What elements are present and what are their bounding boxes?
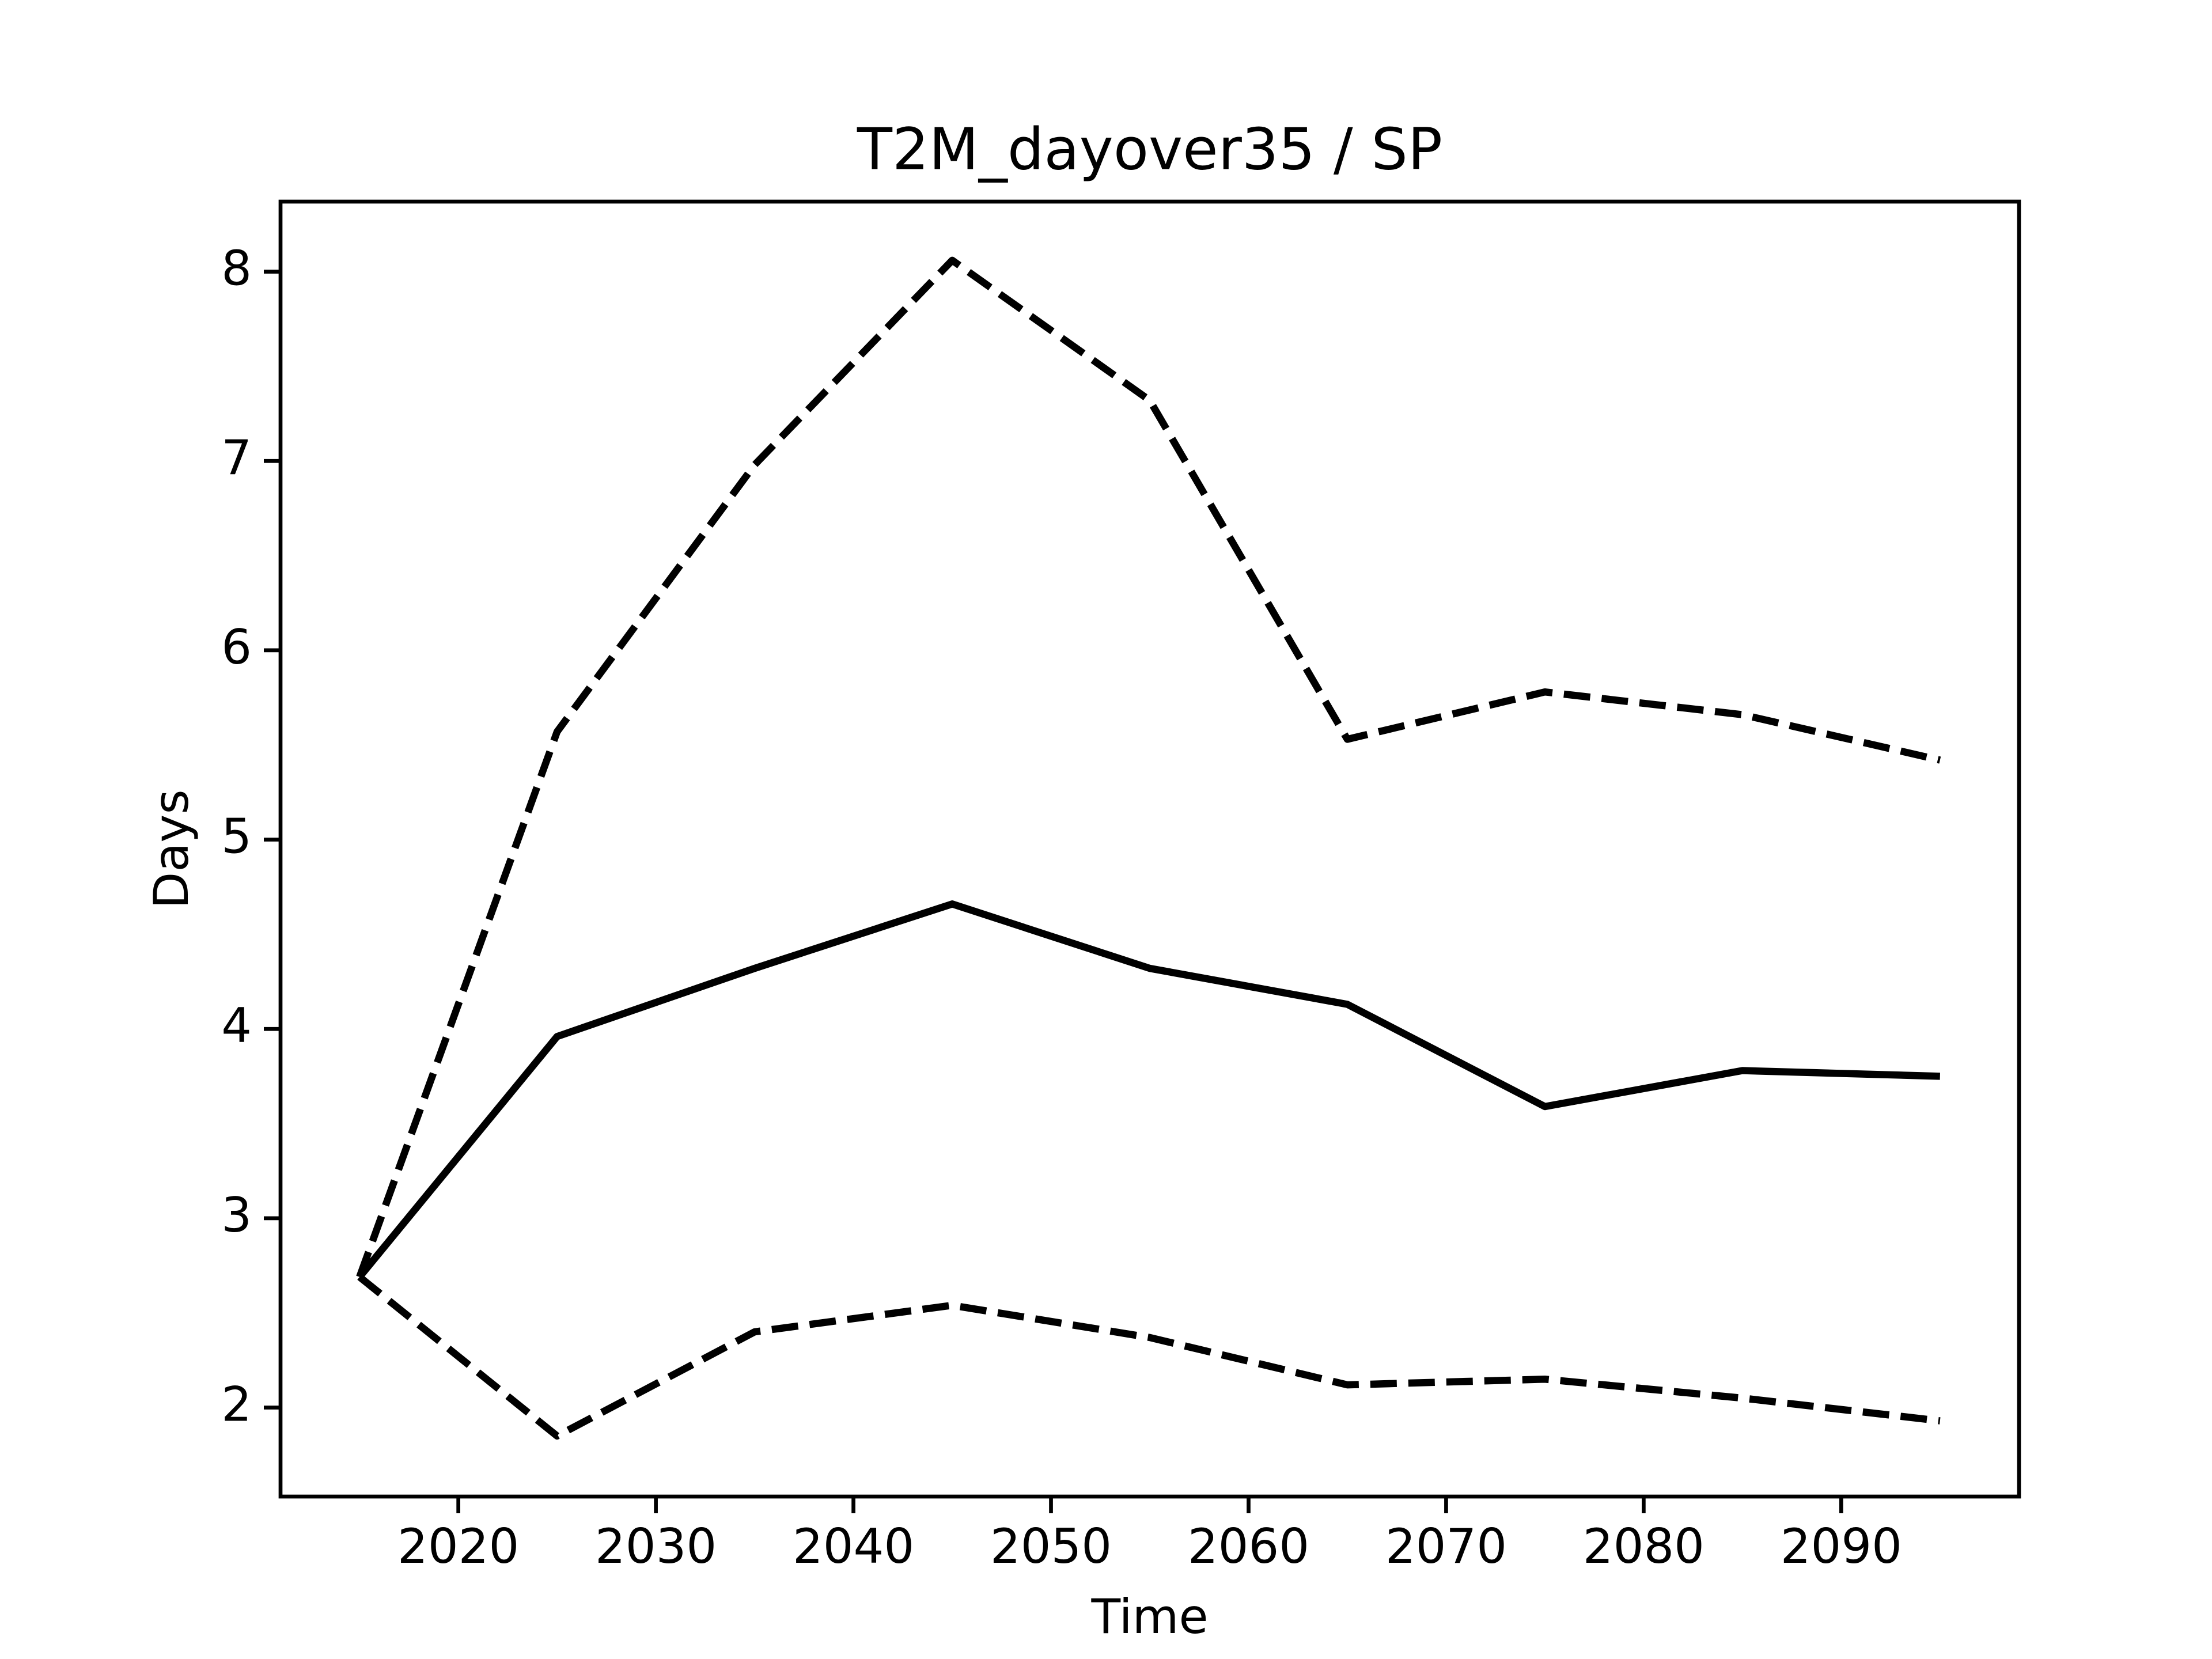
y-tick-label: 8 bbox=[221, 241, 252, 297]
y-axis-label: Days bbox=[143, 789, 199, 908]
x-tick-label: 2070 bbox=[1385, 1518, 1507, 1574]
x-tick-label: 2080 bbox=[1583, 1518, 1705, 1574]
y-tick-label: 6 bbox=[221, 619, 252, 675]
chart-title: T2M_dayover35 / SP bbox=[857, 115, 1442, 183]
x-tick-label: 2090 bbox=[1781, 1518, 1902, 1574]
x-tick-label: 2020 bbox=[397, 1518, 519, 1574]
x-axis-label: Time bbox=[1090, 1589, 1208, 1645]
series-line bbox=[357, 1274, 1941, 1440]
y-tick-label: 5 bbox=[221, 809, 252, 865]
plot-frame bbox=[278, 199, 2021, 1499]
y-tick-label: 4 bbox=[221, 998, 252, 1054]
x-tick-label: 2050 bbox=[990, 1518, 1112, 1574]
x-tick-label: 2060 bbox=[1188, 1518, 1309, 1574]
y-tick-label: 3 bbox=[221, 1187, 252, 1243]
y-tick-label: 2 bbox=[221, 1376, 252, 1432]
x-tick-label: 2040 bbox=[793, 1518, 914, 1574]
y-tick-label: 7 bbox=[221, 430, 252, 486]
series-line bbox=[357, 900, 1940, 1279]
x-tick-label: 2030 bbox=[595, 1518, 717, 1574]
series-line bbox=[356, 256, 1941, 1278]
